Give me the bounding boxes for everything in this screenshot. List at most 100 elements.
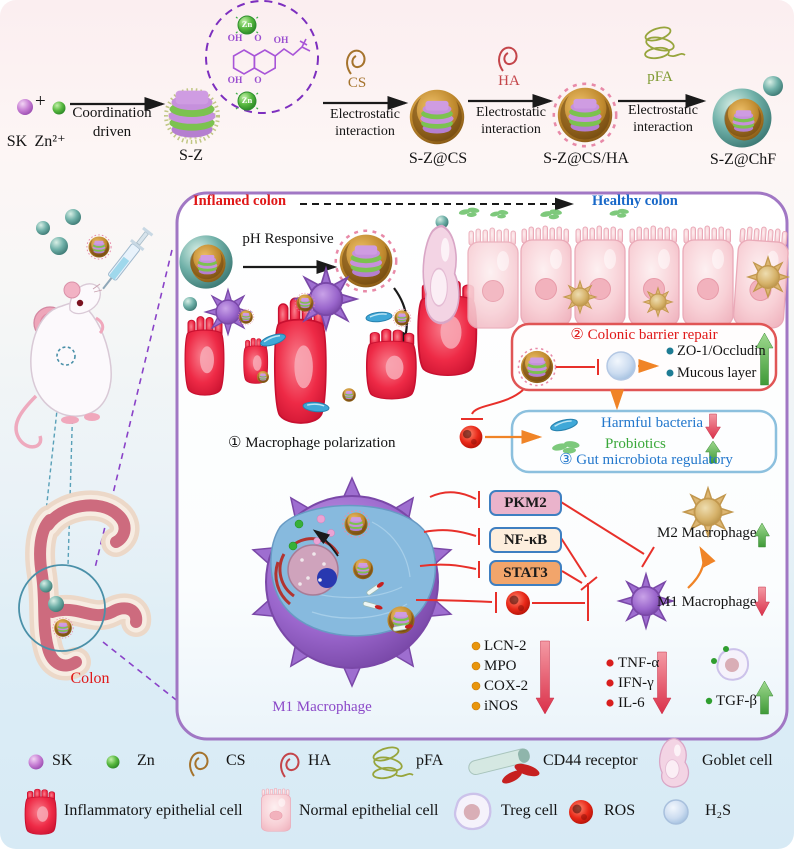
szcs-label: S-Z@CS	[408, 150, 468, 167]
legend-inflammatory: Inflammatory epithelial cell	[64, 802, 243, 819]
interaction-label: interaction	[633, 120, 693, 135]
tnfa-label: TNF-α	[618, 655, 660, 671]
inos-label: iNOS	[484, 698, 519, 714]
down-arrow	[754, 586, 770, 617]
belly-target-circle	[56, 346, 76, 366]
goblet-legend-icon	[659, 737, 690, 788]
electrostatic-label: Electrostatic	[476, 105, 546, 120]
ifng-label: IFN-γ	[618, 675, 654, 691]
oh-label: OH	[227, 34, 243, 44]
plus-sign: +	[35, 91, 46, 112]
panel-content	[179, 197, 791, 715]
cs-label: CS	[347, 75, 367, 91]
o-label: O	[254, 34, 262, 44]
structure-zoom-circle	[205, 0, 319, 114]
m2-macrophage-icon	[747, 256, 789, 298]
inflammatory-cell-legend-icon	[24, 788, 57, 835]
healthy-colon-title: Healthy colon	[592, 193, 678, 209]
szchf-sphere-icon	[763, 76, 783, 96]
stat3-box: STAT3	[489, 560, 562, 586]
szchf-particle	[179, 235, 232, 288]
shikonin-zn-structure	[232, 15, 311, 111]
il6-label: IL-6	[618, 695, 645, 711]
up-arrow	[705, 440, 721, 464]
m1-to-m2-arrow	[687, 546, 716, 589]
ph-responsive-label: pH Responsive	[242, 231, 334, 247]
inhibition-lines	[415, 491, 655, 621]
h2s-legend-icon	[663, 799, 689, 825]
up-arrow	[754, 522, 770, 548]
szcsha-label: S-Z@CS/HA	[543, 150, 629, 167]
down-arrow	[535, 640, 555, 715]
electrostatic-label: Electrostatic	[628, 103, 698, 118]
harmful-bacteria-label: Harmful bacteria	[601, 415, 704, 431]
ha-label: HA	[498, 73, 520, 89]
lcn2-label: LCN-2	[484, 638, 527, 654]
polarization-title: ① Macrophage polarization	[228, 435, 396, 451]
szchf-nanoparticle-icon	[713, 89, 772, 148]
up-arrow	[755, 332, 774, 386]
barrier-repair-title: ② Colonic barrier repair	[570, 327, 718, 343]
sz-label: S-Z	[179, 147, 203, 164]
legend-cs: CS	[226, 752, 246, 769]
cd44-receptor-icons	[362, 582, 413, 632]
nanoparticle-open	[87, 235, 111, 259]
interaction-label: interaction	[481, 122, 541, 137]
mouse-eye	[76, 299, 84, 307]
colon-zoom-circle	[18, 564, 106, 652]
nanoparticle-sphere	[50, 237, 68, 255]
sk-legend-icon	[28, 754, 44, 770]
goblet-cell-icon	[421, 224, 461, 325]
legend-sk: SK	[52, 752, 73, 769]
pfa-coil-icon	[643, 23, 686, 61]
ros-icon	[506, 591, 530, 615]
zn-atom-icon	[237, 91, 257, 111]
mouse	[14, 281, 112, 449]
interaction-label: interaction	[335, 124, 395, 139]
oh-label: OH	[227, 76, 243, 86]
sz-nanoparticle-icon	[166, 90, 218, 142]
legend-treg: Treg cell	[501, 802, 558, 819]
cs-legend-icon	[189, 751, 209, 777]
legend-pfa: pFA	[416, 752, 444, 769]
ros-legend-icon	[569, 800, 593, 824]
zn-legend-icon	[106, 755, 120, 769]
oh-label: OH	[273, 36, 289, 46]
synthesis-scheme	[17, 0, 783, 148]
mucous-layer-label: Mucous layer	[677, 365, 757, 381]
h2s-icon	[606, 351, 636, 381]
nanoparticle-sphere	[65, 209, 81, 225]
cd44-legend-icon	[468, 748, 540, 784]
pfa-label: pFA	[647, 69, 673, 85]
legend-h2s: H₂S	[705, 802, 732, 819]
electrostatic-label: Electrostatic	[330, 107, 400, 122]
nanoparticle-sphere	[36, 221, 50, 235]
cox2-label: COX-2	[484, 678, 529, 694]
zn-atom-icon	[237, 15, 257, 35]
tgfb-label: TGF-β	[716, 693, 757, 709]
normal-cell-legend-icon	[261, 787, 291, 832]
m2-macrophage-icon	[643, 287, 673, 317]
down-arrow	[652, 651, 672, 715]
down-arrow	[705, 413, 721, 440]
o-label: O	[254, 76, 262, 86]
ha-coil-icon	[498, 46, 518, 72]
legend-icons	[24, 737, 690, 835]
barrier-repair-box	[510, 322, 778, 392]
zn-atom-label: Zn	[241, 95, 253, 105]
colon-label: Colon	[70, 670, 110, 687]
treg-cell-icon	[716, 648, 750, 681]
driven-label: driven	[92, 124, 132, 140]
sk-label: SK	[6, 133, 28, 150]
m2-macrophage-icon	[563, 280, 597, 314]
legend-zn: Zn	[137, 752, 155, 769]
m2-macrophage-label: M2 Macrophage	[657, 525, 757, 541]
szchf-label: S-Z@ChF	[709, 151, 777, 168]
mouse-colon-scene	[14, 209, 181, 704]
legend-ros: ROS	[604, 802, 636, 819]
zn-atom-label: Zn	[241, 19, 253, 29]
treg-legend-icon	[453, 792, 492, 831]
zn-sphere-icon	[52, 101, 66, 115]
ha-legend-icon	[280, 752, 300, 778]
